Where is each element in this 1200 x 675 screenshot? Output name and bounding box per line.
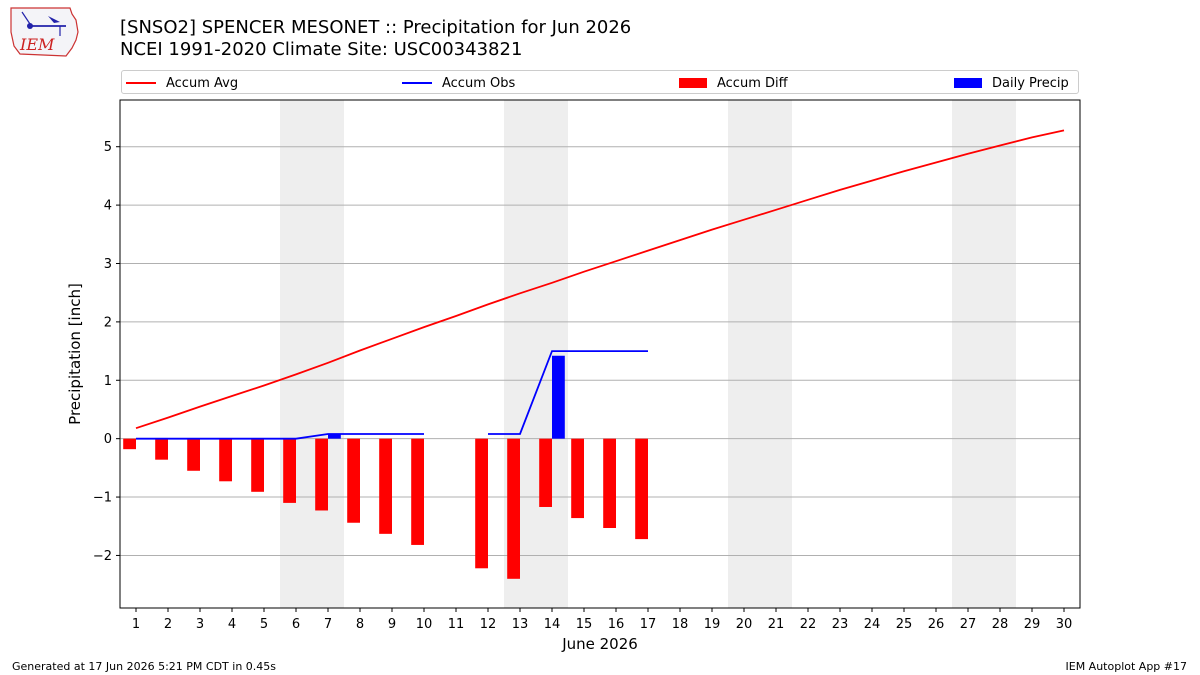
daily-precip-bar (328, 433, 341, 439)
x-tick-label: 19 (704, 617, 721, 632)
x-tick-label: 8 (356, 617, 364, 632)
x-tick-label: 1 (132, 617, 140, 632)
x-tick-label: 28 (992, 617, 1009, 632)
legend-swatch-accum-obs (402, 82, 432, 84)
accum-diff-bar (123, 438, 136, 450)
weekend-band (728, 100, 792, 608)
x-tick-label: 6 (292, 617, 300, 632)
footer-generated: Generated at 17 Jun 2026 5:21 PM CDT in … (12, 660, 277, 673)
x-tick-label: 7 (324, 617, 332, 632)
x-tick-label: 15 (576, 617, 593, 632)
y-tick-label: 4 (104, 199, 112, 214)
x-tick-label: 12 (480, 617, 497, 632)
iem-logo: IEM (10, 7, 79, 57)
y-axis-label: Precipitation [inch] (66, 283, 84, 425)
y-tick-label: 0 (104, 432, 112, 447)
chart-title: [SNSO2] SPENCER MESONET :: Precipitation… (120, 17, 632, 38)
x-tick-label: 16 (608, 617, 625, 632)
accum-diff-bar (251, 438, 264, 492)
x-tick-label: 21 (768, 617, 785, 632)
y-tick-label: −1 (93, 491, 112, 506)
accum-diff-bar (155, 438, 168, 460)
x-tick-label: 27 (960, 617, 977, 632)
y-tick-label: 3 (104, 257, 112, 272)
accum-diff-bar (315, 438, 328, 511)
accum-diff-bar (507, 438, 520, 579)
legend-item-accum-diff: Accum Diff (679, 74, 788, 92)
x-tick-label: 23 (832, 617, 849, 632)
x-tick-label: 2 (164, 617, 172, 632)
daily-precip-bar (552, 355, 565, 439)
legend-swatch-daily-precip (954, 78, 982, 88)
legend-item-daily-precip: Daily Precip (954, 74, 1069, 92)
legend-label-daily-precip: Daily Precip (992, 75, 1069, 91)
legend-item-accum-avg: Accum Avg (126, 74, 238, 92)
x-tick-label: 25 (896, 617, 913, 632)
accum-obs-line (136, 350, 648, 440)
x-tick-label: 10 (416, 617, 433, 632)
accum-diff-bar (219, 438, 232, 482)
footer-app: IEM Autoplot App #17 (1065, 660, 1188, 673)
accum-diff-bar (603, 438, 616, 529)
x-tick-label: 17 (640, 617, 657, 632)
x-tick-label: 14 (544, 617, 561, 632)
x-tick-label: 22 (800, 617, 817, 632)
x-tick-label: 11 (448, 617, 465, 632)
accum-diff-bar (411, 438, 424, 545)
x-tick-label: 18 (672, 617, 689, 632)
legend-label-accum-diff: Accum Diff (717, 75, 788, 91)
x-tick-label: 13 (512, 617, 529, 632)
legend-item-accum-obs: Accum Obs (402, 74, 515, 92)
weekend-band (952, 100, 1016, 608)
accum-diff-bar (187, 438, 200, 471)
accum-diff-bar (283, 438, 296, 503)
x-tick-label: 20 (736, 617, 753, 632)
legend-swatch-accum-diff (679, 78, 707, 88)
accum-diff-bar (379, 438, 392, 534)
accum-diff-bar (475, 438, 488, 569)
accum-diff-bar (635, 438, 648, 540)
legend-swatch-accum-avg (126, 82, 156, 84)
accum-diff-bar (347, 438, 360, 523)
y-tick-label: 5 (104, 140, 112, 155)
x-tick-label: 26 (928, 617, 945, 632)
x-tick-label: 9 (388, 617, 396, 632)
legend-label-accum-avg: Accum Avg (166, 75, 239, 91)
plot-frame (119, 99, 1081, 609)
x-tick-label: 5 (260, 617, 268, 632)
accum-diff-bar (539, 438, 552, 507)
legend: Accum Avg Accum Obs Accum Diff Daily Pre… (121, 70, 1079, 94)
accum-avg-line (135, 129, 1065, 430)
y-tick-label: 1 (104, 374, 112, 389)
weekend-band (280, 100, 344, 608)
chart-subtitle: NCEI 1991-2020 Climate Site: USC00343821 (120, 39, 523, 60)
accum-diff-bar (571, 438, 584, 519)
x-tick-label: 30 (1056, 617, 1073, 632)
y-tick-label: −2 (93, 549, 112, 564)
x-tick-label: 24 (864, 617, 881, 632)
legend-label-accum-obs: Accum Obs (442, 75, 516, 91)
x-tick-label: 4 (228, 617, 236, 632)
logo-text: IEM (19, 35, 55, 54)
x-axis-label: June 2026 (561, 635, 638, 653)
y-tick-label: 2 (104, 315, 112, 330)
x-tick-label: 3 (196, 617, 204, 632)
x-tick-label: 29 (1024, 617, 1041, 632)
